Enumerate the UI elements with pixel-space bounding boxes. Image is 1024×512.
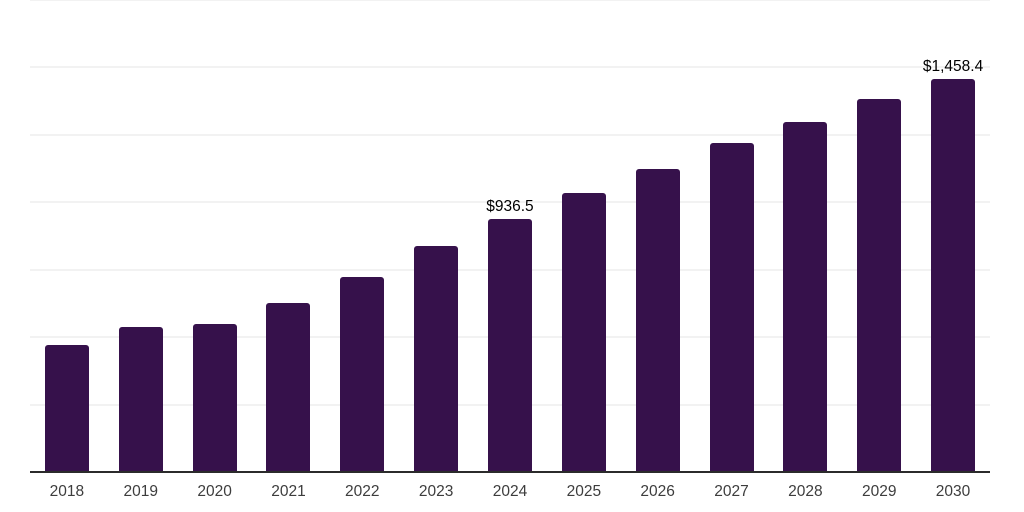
bar-column — [104, 0, 178, 472]
x-tick-label: 2025 — [566, 483, 602, 500]
x-axis-line — [30, 471, 990, 473]
x-tick-label: 2021 — [271, 483, 306, 500]
bar-2024 — [487, 219, 532, 472]
x-tick-label: 2027 — [714, 483, 749, 500]
x-tick-label: 2026 — [640, 483, 675, 500]
bar-column — [621, 0, 695, 472]
bar-2026 — [635, 168, 680, 472]
x-tick-label: 2024 — [492, 483, 528, 500]
bar-column — [695, 0, 769, 472]
bar-2022 — [340, 277, 385, 472]
x-tick-label: 2020 — [197, 483, 232, 500]
bar-2021 — [266, 303, 311, 472]
bar-value-label: $1,458.4 — [922, 57, 984, 75]
bar-2023 — [414, 246, 459, 472]
bar-column — [842, 0, 916, 472]
bar-2027 — [709, 142, 754, 472]
bar-column: $1,458.4 — [916, 0, 990, 472]
x-tick-label: 2028 — [788, 483, 823, 500]
bar-column: $936.5 — [473, 0, 547, 472]
bar-column — [547, 0, 621, 472]
x-tick-label: 2023 — [418, 483, 454, 500]
x-tick-label: 2029 — [861, 483, 897, 500]
gridline — [30, 0, 990, 1]
bar-2029 — [857, 99, 902, 472]
x-tick-label: 2019 — [123, 483, 158, 500]
plot-area: $936.5 $1,458.4 — [30, 0, 990, 472]
bar-column — [30, 0, 104, 472]
bar-column — [768, 0, 842, 472]
bar-2025 — [561, 193, 606, 472]
x-tick-label: 2022 — [345, 483, 380, 500]
gridline — [30, 133, 990, 136]
x-axis-labels: 2018 2019 2020 2021 2022 2023 2024 2025 2026 2027… — [30, 482, 990, 502]
bar-value-label: $936.5 — [486, 198, 534, 216]
bar-column — [399, 0, 473, 472]
gridline — [30, 201, 990, 204]
bar-2020 — [192, 324, 237, 472]
bar-2028 — [783, 121, 828, 472]
bar-2019 — [118, 327, 163, 472]
x-tick-label: 2018 — [49, 483, 85, 500]
bar-2018 — [44, 345, 89, 472]
gridline — [30, 66, 990, 69]
bar-column — [178, 0, 252, 472]
bar-column — [252, 0, 326, 472]
bar-2030 — [931, 78, 976, 472]
bar-column — [325, 0, 399, 472]
x-tick-label: 2030 — [935, 483, 971, 500]
